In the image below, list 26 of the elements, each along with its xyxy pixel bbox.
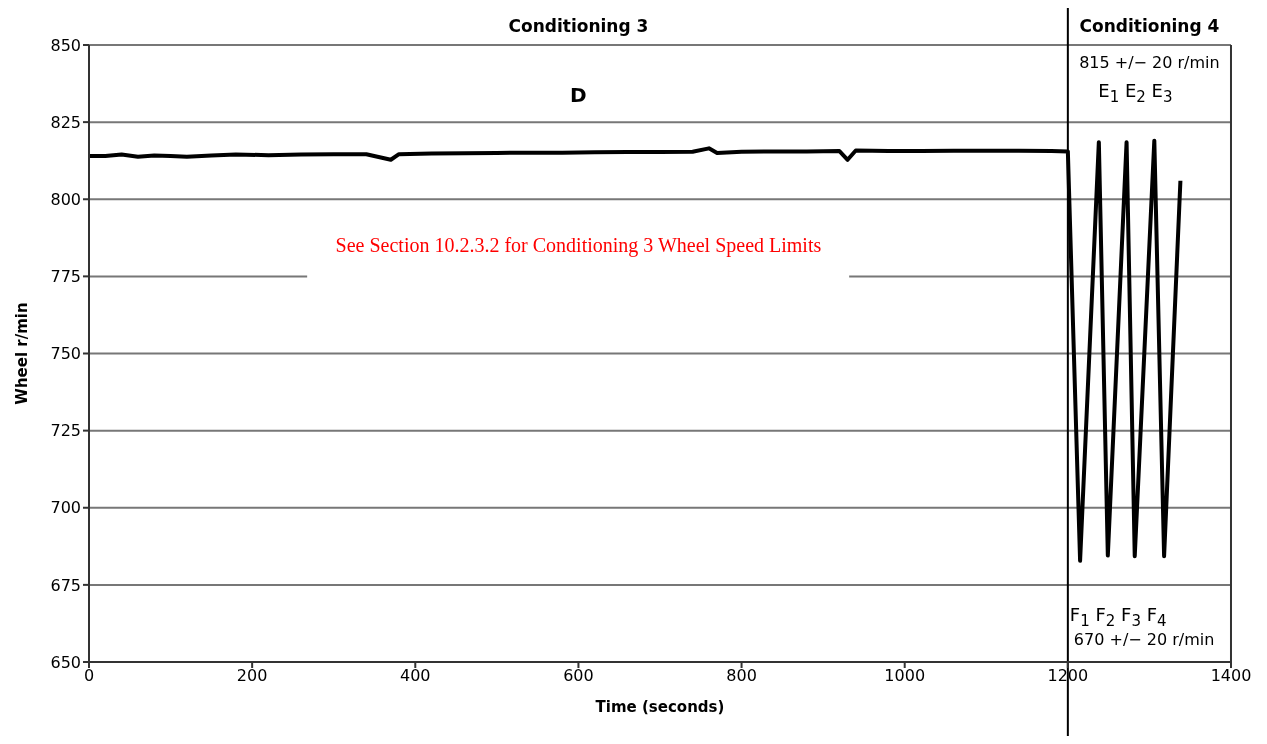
x-tick-label: 1000 <box>884 666 926 686</box>
annotation: F$_{1}$ F$_{2}$ F$_{3}$ F$_{4}$ <box>1069 604 1167 630</box>
y-tick-label: 700 <box>50 498 81 518</box>
annotation: D <box>570 83 587 107</box>
x-axis-title: Time (seconds) <box>595 698 725 716</box>
y-tick-label: 825 <box>50 112 81 132</box>
annotation: E$_{1}$ E$_{2}$ E$_{3}$ <box>1098 80 1173 106</box>
x-tick-label: 400 <box>400 666 431 686</box>
text: Conditioning 3 <box>508 16 649 37</box>
y-tick-label: 725 <box>50 421 81 441</box>
text: Conditioning 4 <box>1079 16 1220 37</box>
x-tick-label: 200 <box>236 666 268 686</box>
y-tick-label: 800 <box>50 189 81 209</box>
annotation: See Section 10.2.3.2 for Conditioning 3 Wheel Speed Limits <box>307 233 850 279</box>
y-tick-label: 650 <box>50 652 81 672</box>
x-tick-label: 1400 <box>1210 666 1252 686</box>
annotation: 670 +/− 20 r/min <box>1073 630 1215 650</box>
annotation: 815 +/− 20 r/min <box>1079 53 1220 73</box>
y-axis-title: Wheel r/min <box>13 302 32 405</box>
y-tick-label: 850 <box>50 35 81 55</box>
x-tick-label: 0 <box>83 666 95 686</box>
y-tick-label: 775 <box>50 267 81 287</box>
y-tick-label: 675 <box>50 575 81 595</box>
x-tick-label: 600 <box>563 666 594 686</box>
x-tick-label: 800 <box>726 666 757 686</box>
y-tick-label: 750 <box>50 344 81 364</box>
